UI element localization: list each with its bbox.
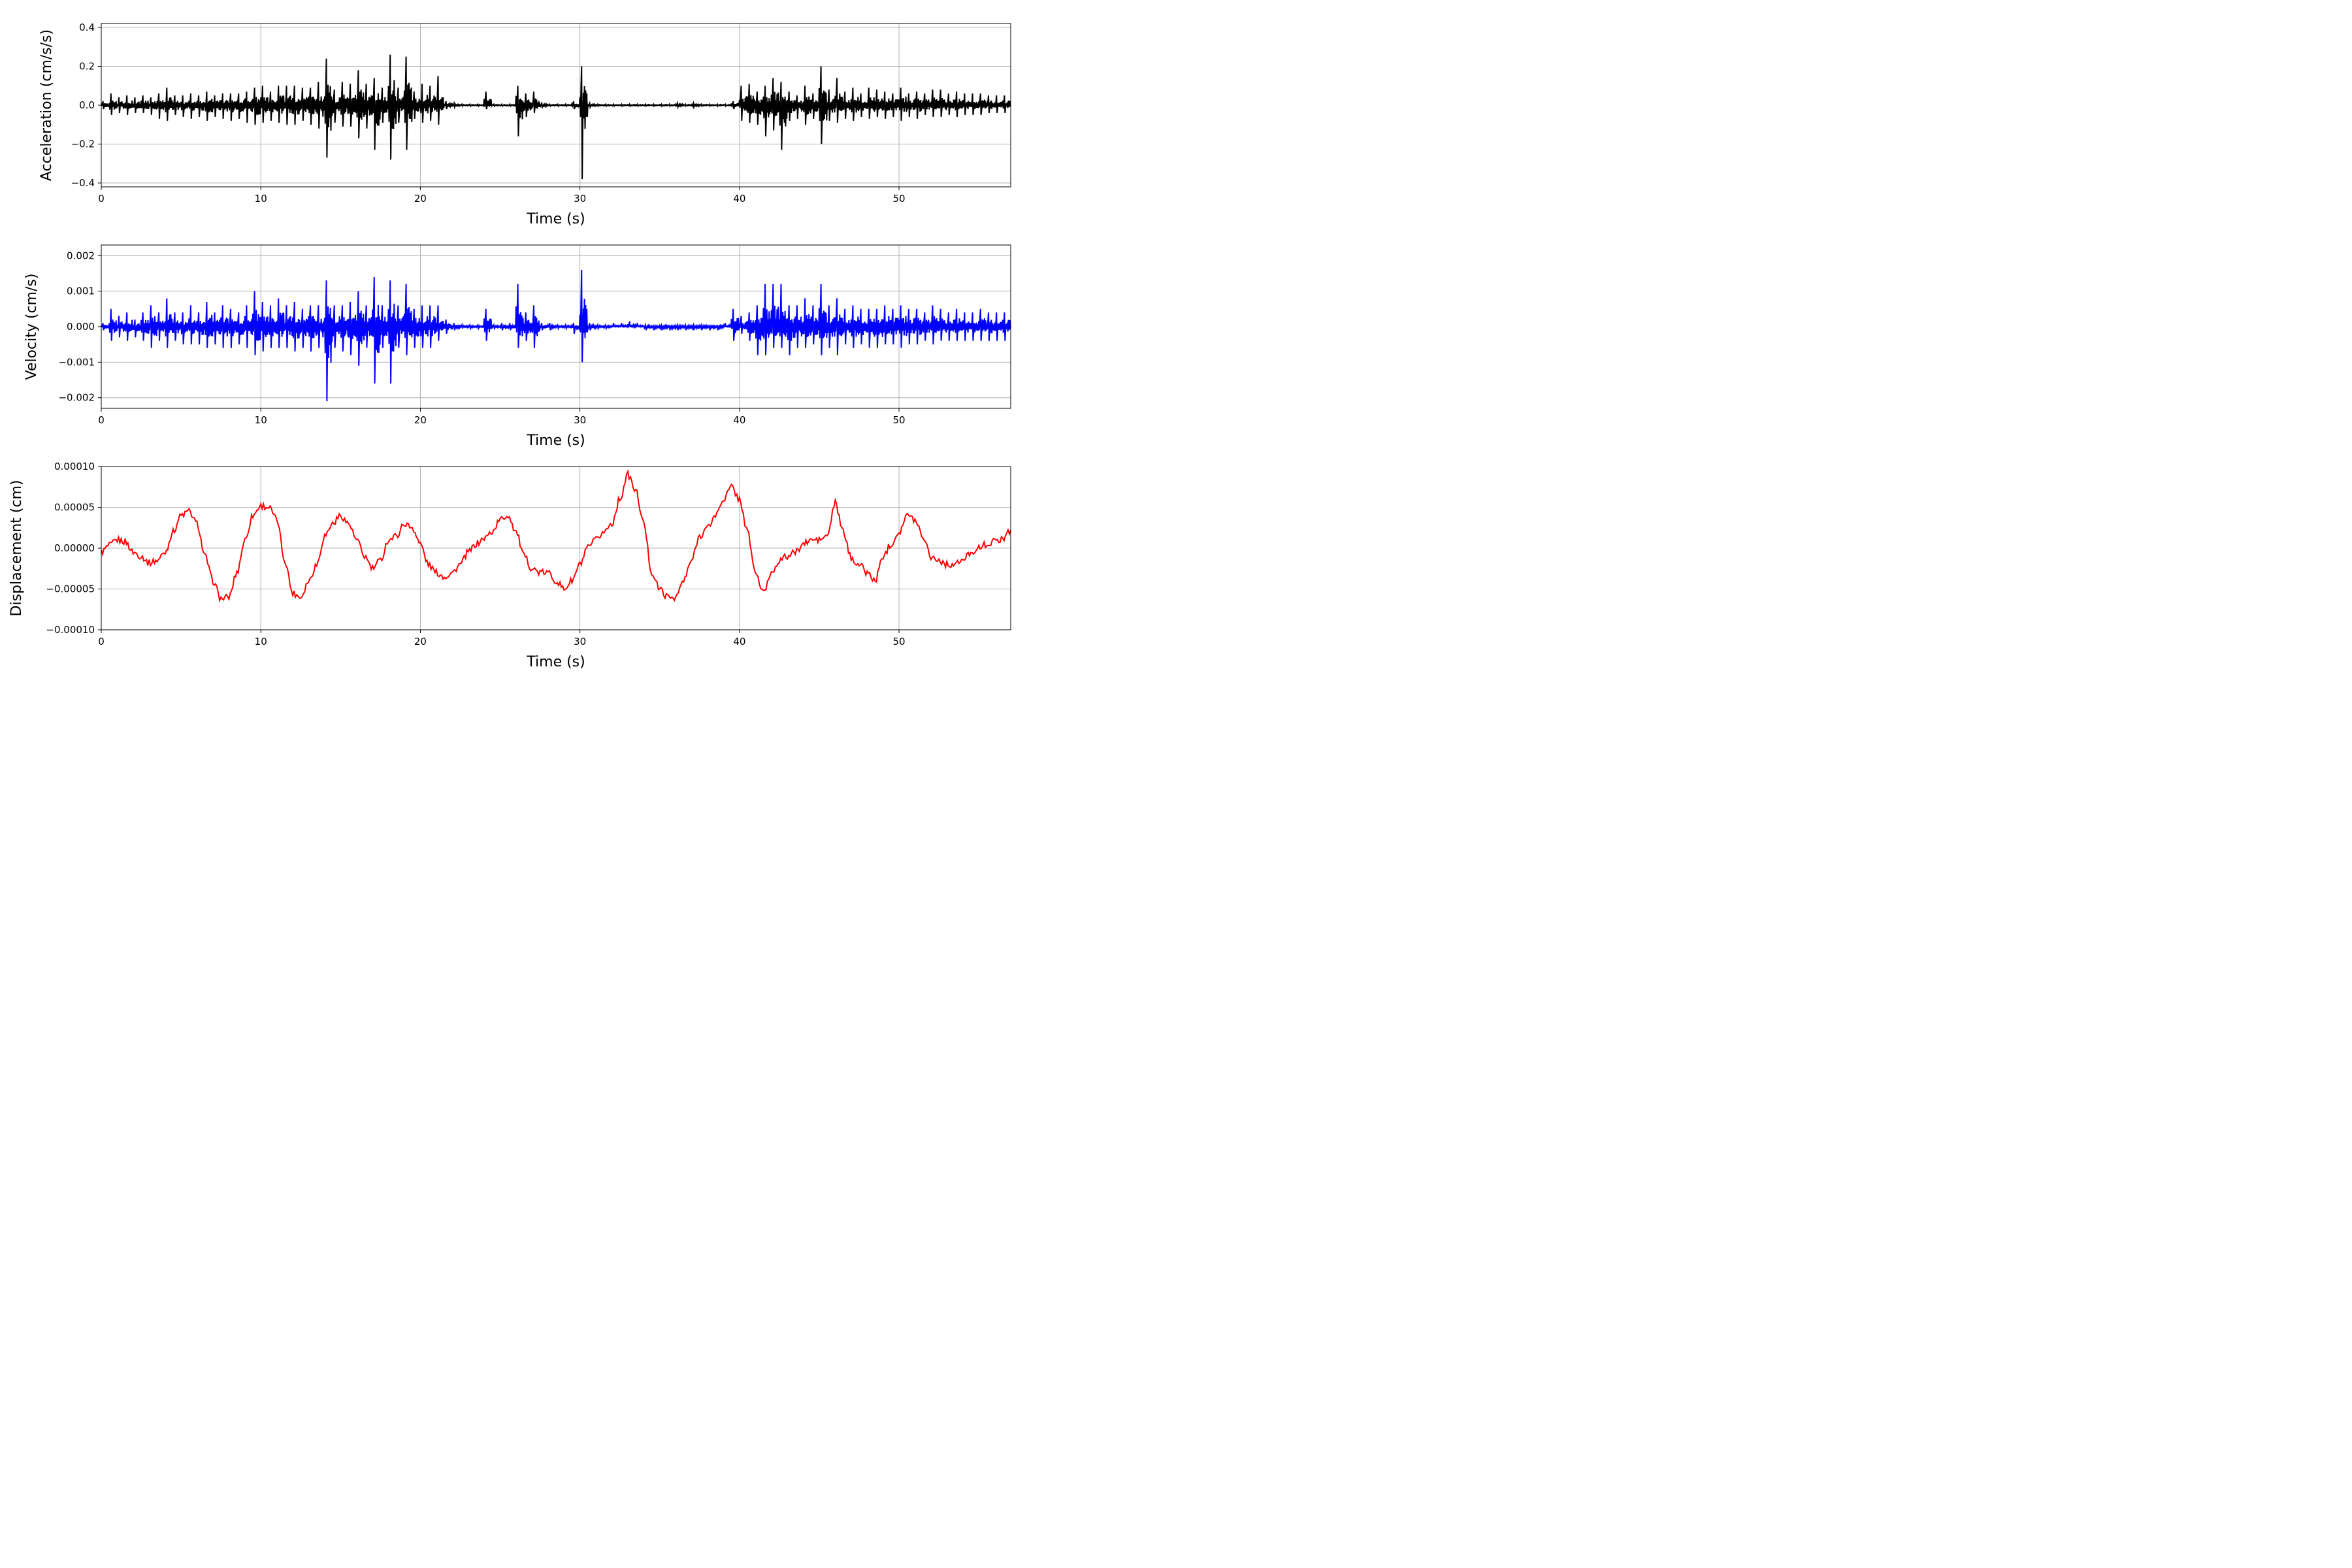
velocity-y-ticks: −0.002 −0.001 0.000 0.001 0.002 (58, 250, 101, 404)
velocity-x-tick-label: 0 (98, 414, 105, 426)
displacement-trace (101, 469, 1011, 603)
displacement-y-tick-label: −0.00010 (46, 624, 95, 636)
acceleration-x-axis-label: Time (s) (526, 211, 585, 227)
velocity-x-tick-label: 40 (733, 414, 745, 426)
velocity-y-tick-label: 0.001 (67, 286, 95, 297)
acceleration-x-ticks: 0 10 20 30 40 50 (98, 187, 906, 204)
displacement-x-tick-label: 10 (255, 636, 267, 647)
displacement-y-tick-label: 0.00005 (54, 502, 95, 514)
displacement-y-tick-label: −0.00005 (46, 583, 95, 595)
velocity-x-tick-label: 50 (893, 414, 906, 426)
acceleration-x-tick-label: 0 (98, 193, 105, 204)
displacement-panel: 0 10 20 30 40 50 −0.00010 −0.00005 0.00000 0.000… (8, 461, 1011, 670)
velocity-x-tick-label: 10 (255, 414, 267, 426)
velocity-y-tick-label: 0.002 (67, 250, 95, 261)
displacement-x-tick-label: 20 (414, 636, 427, 647)
velocity-x-tick-label: 20 (414, 414, 427, 426)
acceleration-x-tick-label: 50 (893, 193, 906, 204)
acceleration-y-tick-label: 0.2 (79, 60, 95, 72)
displacement-x-tick-label: 50 (893, 636, 906, 647)
velocity-x-axis-label: Time (s) (526, 433, 585, 449)
displacement-y-axis-label: Displacement (cm) (8, 480, 25, 617)
acceleration-x-tick-label: 30 (574, 193, 586, 204)
displacement-x-tick-label: 30 (574, 636, 586, 647)
displacement-grid (101, 466, 1011, 630)
velocity-y-tick-label: −0.001 (58, 356, 95, 368)
displacement-y-ticks: −0.00010 −0.00005 0.00000 0.00005 0.00010 (46, 461, 101, 636)
velocity-y-tick-label: −0.002 (58, 392, 95, 404)
displacement-x-tick-label: 0 (98, 636, 105, 647)
acceleration-trace (101, 54, 1011, 180)
acceleration-x-tick-label: 40 (733, 193, 745, 204)
velocity-y-axis-label: Velocity (cm/s) (24, 274, 40, 380)
displacement-x-tick-label: 40 (733, 636, 745, 647)
velocity-x-tick-label: 30 (574, 414, 586, 426)
acceleration-y-axis-label: Acceleration (cm/s/s) (39, 29, 55, 181)
acceleration-y-tick-label: −0.2 (71, 139, 95, 150)
velocity-x-ticks: 0 10 20 30 40 50 (98, 408, 906, 426)
acceleration-panel: 0 10 20 30 40 50 −0.4 −0.2 0.0 0.2 0.4 Time (s) A… (39, 22, 1011, 227)
acceleration-x-tick-label: 20 (414, 193, 427, 204)
velocity-trace (101, 269, 1011, 402)
acceleration-y-tick-label: 0.0 (79, 99, 95, 111)
acceleration-y-ticks: −0.4 −0.2 0.0 0.2 0.4 (71, 22, 101, 189)
displacement-x-axis-label: Time (s) (526, 654, 585, 670)
velocity-y-tick-label: 0.000 (67, 321, 95, 333)
velocity-panel: 0 10 20 30 40 50 −0.002−0.0010.0000.0010.002 … (24, 244, 1011, 449)
displacement-y-tick-label: 0.00000 (54, 542, 95, 554)
displacement-x-ticks: 0 10 20 30 40 50 (98, 630, 906, 647)
acceleration-y-tick-label: 0.4 (79, 22, 95, 33)
figure: 0 10 20 30 40 50 −0.4 −0.2 0.0 0.2 0.4 Time (s) A… (8, 22, 1011, 670)
acceleration-y-tick-label: −0.4 (71, 177, 95, 189)
acceleration-x-tick-label: 10 (255, 193, 267, 204)
displacement-y-tick-label: 0.00010 (54, 461, 95, 472)
